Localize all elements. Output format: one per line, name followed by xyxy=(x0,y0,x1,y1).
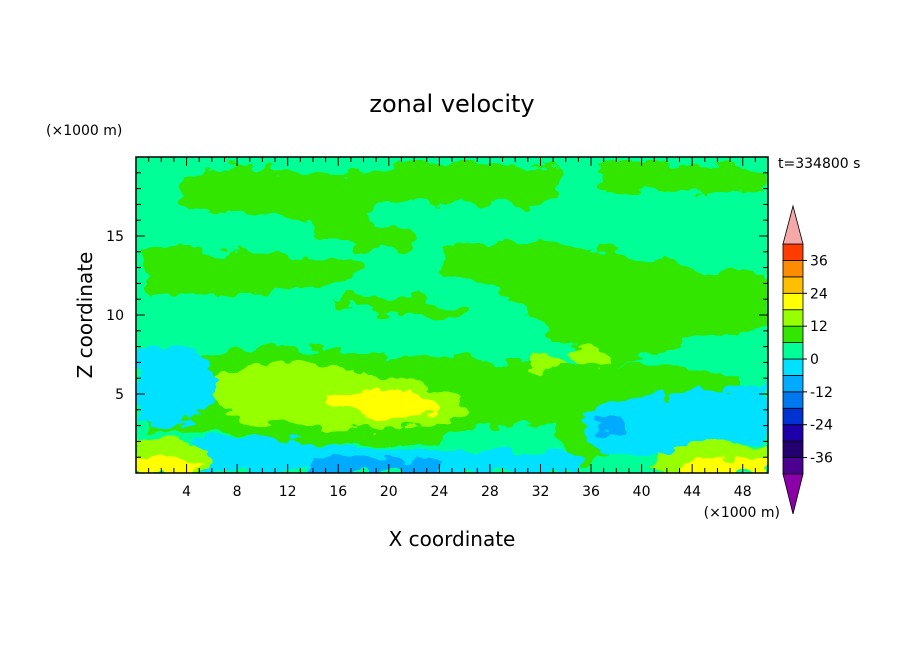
colorbar-label: 12 xyxy=(810,319,828,335)
y-tick-label: 15 xyxy=(106,229,124,245)
colorbar-swatch xyxy=(782,407,804,426)
colorbar-label: 36 xyxy=(810,253,828,269)
contour-mid-band-3 xyxy=(330,295,470,320)
x-axis-ticks: 4 8 12 16 20 24 28 32 36 40 44 48 xyxy=(148,157,756,500)
x-tick-label: 48 xyxy=(734,484,752,500)
colorbar-swatch xyxy=(782,292,804,311)
time-label: t=334800 s xyxy=(778,156,860,172)
x-tick-label: 8 xyxy=(233,484,242,500)
colorbar-swatch xyxy=(782,375,804,393)
colorbar-swatch xyxy=(782,309,804,327)
contour-left-min xyxy=(136,344,218,426)
x-tick-label: 24 xyxy=(430,484,448,500)
colorbar-swatch xyxy=(782,424,804,442)
colorbar-swatch xyxy=(782,243,804,261)
contour-right-min xyxy=(579,375,768,456)
contour-surface-core-left xyxy=(136,454,200,473)
x-axis-label: X coordinate xyxy=(389,527,516,551)
contour-upper-band-2 xyxy=(290,199,415,251)
x-tick-label: 20 xyxy=(380,484,398,500)
colorbar-swatch xyxy=(782,440,804,458)
colorbar-over-triangle xyxy=(782,204,804,245)
contour-midlevel-core xyxy=(330,389,440,420)
x-tick-label: 4 xyxy=(182,484,191,500)
y-tick-label: 5 xyxy=(115,387,124,403)
colorbar-swatch xyxy=(782,358,804,376)
contour-mid-band-1 xyxy=(140,247,362,300)
x-tick-label: 44 xyxy=(683,484,701,500)
x-tick-label: 16 xyxy=(329,484,347,500)
x-tick-label: 12 xyxy=(279,484,297,500)
x-tick-label: 40 xyxy=(633,484,651,500)
colorbar-swatch xyxy=(782,391,804,409)
colorbar-under-triangle xyxy=(782,473,804,515)
x-tick-label: 28 xyxy=(481,484,499,500)
colorbar-swatch xyxy=(782,276,804,294)
x-unit-label: (×1000 m) xyxy=(704,505,780,521)
colorbar-swatch xyxy=(782,325,804,343)
colorbar-swatch xyxy=(782,457,804,475)
contour-upper-band-3 xyxy=(600,161,768,194)
colorbar: 36 24 12 0 -12 -24 -36 xyxy=(782,204,833,515)
y-tick-label: 10 xyxy=(106,308,124,324)
colorbar-label: -36 xyxy=(810,451,833,467)
contour-field xyxy=(136,157,768,473)
colorbar-label: -12 xyxy=(810,385,833,401)
contour-surface-min xyxy=(195,436,580,473)
contour-right-core xyxy=(590,415,626,440)
contour-mid-band-2 xyxy=(440,241,768,363)
colorbar-label: -24 xyxy=(810,418,833,434)
colorbar-swatch xyxy=(782,260,804,278)
contour-upper-band-1 xyxy=(180,160,560,221)
x-tick-label: 36 xyxy=(582,484,600,500)
x-tick-label: 32 xyxy=(532,484,550,500)
contour-regions xyxy=(136,160,768,473)
contour-small-max xyxy=(530,351,565,371)
colorbar-swatch xyxy=(782,342,804,360)
contour-small-max-2 xyxy=(570,349,615,366)
contour-surface-core xyxy=(310,458,440,473)
colorbar-label: 24 xyxy=(810,286,828,302)
contour-surface-core-right xyxy=(680,456,768,473)
y-unit-label: (×1000 m) xyxy=(46,123,122,139)
y-axis-ticks: 5 10 15 xyxy=(106,172,768,458)
y-axis-label: Z coordinate xyxy=(73,252,97,379)
chart-title: zonal velocity xyxy=(369,90,534,118)
colorbar-label: 0 xyxy=(810,352,819,368)
